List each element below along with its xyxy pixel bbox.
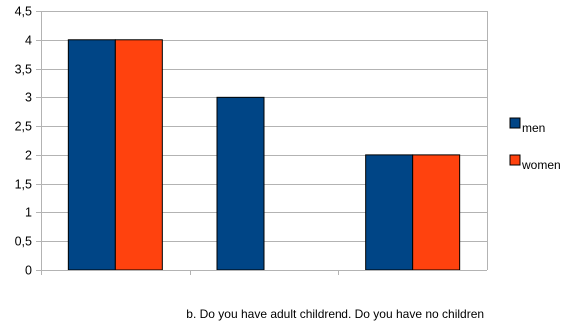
- bar-men: [365, 154, 414, 271]
- y-tick-label: 0: [25, 264, 32, 278]
- bar-men: [67, 39, 116, 271]
- y-axis-tick-labels: 0 0,5 1 1,5 2 2,5 3 3,5 4 4,5: [15, 5, 32, 278]
- legend-label-men: men: [522, 121, 545, 135]
- category-label: d. Do you have no children: [341, 307, 484, 321]
- legend-swatch-women: [509, 154, 521, 166]
- y-tick-label: 0,5: [15, 235, 32, 249]
- y-tick-label: 4,5: [15, 5, 32, 19]
- y-tick-label: 2,5: [15, 120, 32, 134]
- bar-men: [216, 96, 265, 271]
- bar-women: [412, 154, 461, 271]
- axes: [36, 11, 488, 275]
- legend-label-women: women: [521, 158, 561, 172]
- category-labels: b. Do you have adult children d. Do you h…: [186, 307, 484, 321]
- bar-women: [114, 39, 163, 271]
- y-tick-label: 1,5: [15, 178, 32, 192]
- y-tick-label: 1: [25, 206, 32, 220]
- y-tick-label: 3,5: [15, 63, 32, 77]
- category-label: b. Do you have adult children: [186, 307, 341, 321]
- y-tick-label: 3: [25, 91, 32, 105]
- legend: men women: [509, 117, 561, 172]
- bars: [67, 39, 461, 271]
- y-tick-label: 2: [25, 149, 32, 163]
- y-tick-label: 4: [25, 34, 32, 48]
- legend-swatch-men: [509, 117, 521, 129]
